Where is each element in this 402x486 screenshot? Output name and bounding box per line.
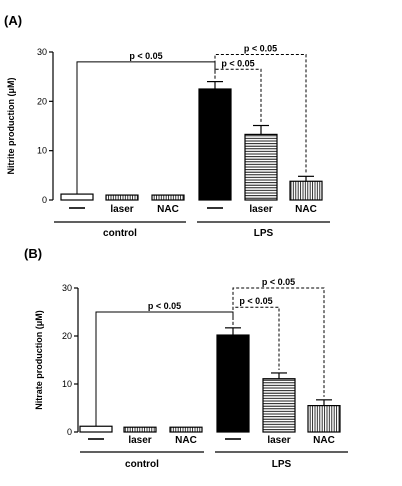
category-label: laser (267, 435, 290, 446)
significance-label: p < 0.05 (129, 51, 162, 61)
category-label: — (228, 435, 238, 446)
significance-label: p < 0.05 (148, 301, 181, 311)
bar (79, 425, 113, 433)
y-tick-label: 10 (62, 379, 72, 389)
bar (169, 426, 203, 433)
significance-bracket (76, 61, 216, 195)
panel-label: (A) (4, 13, 22, 28)
category-label: laser (249, 204, 272, 215)
bar (151, 194, 185, 201)
bar (262, 378, 296, 433)
y-tick-label: 0 (42, 195, 47, 205)
category-label: NAC (295, 204, 317, 215)
y-axis-label: Nitrite production (μM) (6, 78, 16, 175)
group-label: control (125, 459, 159, 470)
bar (198, 88, 232, 201)
y-tick-label: 30 (62, 283, 72, 293)
significance-bracket (232, 306, 280, 370)
bar (307, 405, 341, 433)
significance-bracket (214, 68, 262, 123)
bar (289, 180, 323, 201)
bar (244, 133, 278, 201)
group-label: LPS (272, 459, 292, 470)
significance-label: p < 0.05 (221, 58, 254, 68)
category-label: NAC (157, 204, 179, 215)
category-label: NAC (313, 435, 335, 446)
category-label: laser (110, 204, 133, 215)
bar (105, 194, 139, 201)
y-tick-label: 20 (62, 331, 72, 341)
significance-bracket (214, 53, 307, 174)
significance-label: p < 0.05 (244, 43, 277, 53)
group-label: control (103, 228, 137, 239)
group-label: LPS (254, 228, 274, 239)
significance-bracket (232, 287, 325, 397)
y-tick-label: 20 (37, 96, 47, 106)
y-tick-label: 30 (37, 47, 47, 57)
panel-a-chart: (A) 0 10 20 30 Nitrite production (μM) — laser N… (4, 13, 330, 239)
significance-label: p < 0.05 (262, 277, 295, 287)
bar (123, 426, 157, 433)
panel-label: (B) (24, 246, 42, 261)
y-axis-label: Nitrate production (μM) (34, 310, 44, 410)
category-label: — (91, 435, 101, 446)
category-label: NAC (175, 435, 197, 446)
category-label: laser (128, 435, 151, 446)
significance-label: p < 0.05 (239, 296, 272, 306)
category-label: — (210, 204, 220, 215)
category-label: — (72, 204, 82, 215)
y-tick-label: 0 (67, 427, 72, 437)
bar (60, 193, 94, 201)
bar (216, 334, 250, 433)
panel-b-chart: (B) 0 10 20 30 Nitrate production (μM) — laser N… (24, 246, 348, 470)
significance-bracket (95, 311, 234, 427)
y-tick-label: 10 (37, 146, 47, 156)
